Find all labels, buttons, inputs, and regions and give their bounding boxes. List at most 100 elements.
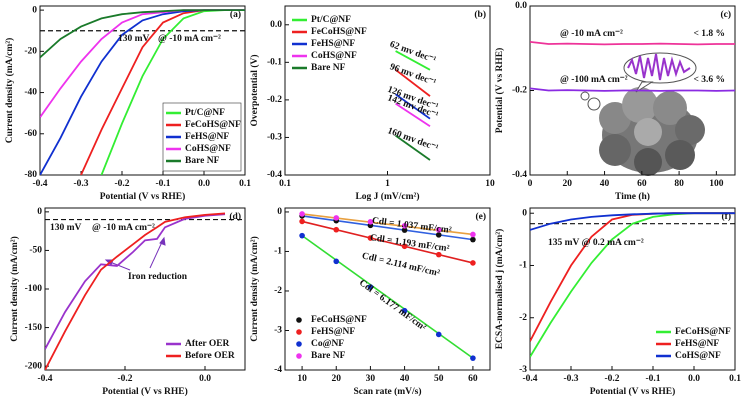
- legend-label: FeHS@NF: [311, 39, 355, 49]
- data-point: [470, 355, 476, 361]
- data-point: [401, 307, 408, 314]
- x-tick-label: 100: [709, 179, 724, 189]
- x-tick-label: 20: [332, 374, 342, 384]
- series-line: [530, 87, 735, 92]
- x-axis-label: Potential (V vs RHE): [100, 191, 186, 202]
- legend-label: Before OER: [185, 351, 235, 361]
- annotation: @ -100 mA cm⁻²: [560, 75, 628, 85]
- y-axis-label: ECSA-normalised j (mA/cm²): [494, 229, 505, 350]
- legend-label: Pt/C@NF: [185, 108, 225, 118]
- plot-frame: [529, 207, 736, 371]
- y-tick-label: -0.2: [267, 95, 282, 105]
- x-tick-label: 40: [400, 374, 410, 384]
- legend-label: FeCoHS@NF: [675, 327, 731, 337]
- annotation: 62 mv dec⁻¹: [388, 40, 437, 66]
- x-tick-label: -0.4: [522, 374, 537, 384]
- y-tick-label: -1: [274, 247, 282, 257]
- y-axis-label: Current density (mA/cm²): [4, 38, 15, 144]
- panel: 0.1 1 10 0.0 -0.1 -0.2 -0.3 -0.4 Log J (mV/cm²) O…: [249, 5, 495, 202]
- y-tick-label: 0: [37, 207, 42, 217]
- x-tick-label: -0.2: [117, 374, 132, 384]
- data-point: [299, 211, 305, 217]
- legend-box: [162, 102, 242, 172]
- y-tick-label: -2: [519, 313, 527, 323]
- panel: 0 20 40 60 80 100 0.0 -0.2 -0.4 Time (h) Potential…: [494, 1, 736, 202]
- data-point: [470, 231, 476, 238]
- panel-label: (f): [722, 211, 732, 222]
- x-tick-label: 10: [485, 179, 495, 189]
- x-tick-label: -0.4: [32, 179, 47, 189]
- x-tick-label: 0.1: [729, 374, 741, 384]
- panel-label: (b): [474, 9, 486, 20]
- annotation: Iron reduction: [128, 272, 188, 282]
- legend-label: FeHS@NF: [185, 132, 229, 142]
- series-line: [395, 102, 431, 127]
- panel-label: (a): [230, 9, 241, 20]
- x-tick-label: -0.1: [155, 179, 170, 189]
- panel-label: (d): [229, 211, 241, 222]
- x-tick-label: -0.2: [114, 179, 129, 189]
- legend-label: Bare NF: [185, 156, 220, 166]
- y-tick-label: -150: [25, 323, 43, 333]
- panel-label: (e): [475, 211, 486, 222]
- legend-label: After OER: [185, 339, 230, 349]
- x-axis-label: Potential (V vs RHE): [590, 386, 676, 397]
- data-point: [401, 227, 408, 233]
- y-tick-label: -100: [25, 284, 43, 294]
- y-tick-label: -200: [25, 361, 43, 371]
- series-line: [530, 212, 735, 231]
- y-tick-label: -0.2: [512, 86, 527, 96]
- x-tick-label: 0.1: [279, 179, 291, 189]
- x-tick-label: 30: [366, 374, 376, 384]
- series-line: [395, 93, 431, 120]
- annotation: @ -10 mA cm⁻²: [158, 34, 221, 44]
- data-point: [435, 232, 442, 238]
- y-tick-label: -50: [29, 246, 42, 256]
- y-tick-label: -0.1: [267, 58, 282, 68]
- y-tick-label: -3: [274, 326, 282, 336]
- y-axis-label: Potential (V vs RHE): [494, 48, 505, 134]
- x-tick-label: 50: [434, 374, 444, 384]
- annotation: 135 mV @ 0.2 mA cm⁻²: [548, 238, 644, 248]
- x-tick-label: 0: [528, 179, 533, 189]
- series-line: [530, 41, 735, 46]
- annotation: < 3.6 %: [693, 75, 725, 85]
- legend-marker: [296, 353, 302, 359]
- x-axis-label: Time (h): [615, 191, 650, 202]
- legend-label: Bare NF: [311, 351, 346, 361]
- data-point: [333, 226, 340, 233]
- x-axis-label: Potential (V vs RHE): [102, 386, 188, 397]
- annotation: Cdl = 2.114 mF/cm²: [361, 251, 441, 279]
- legend-label: FeHS@NF: [311, 327, 355, 337]
- legend-label: FeHS@NF: [675, 339, 719, 349]
- data-point: [367, 284, 374, 290]
- y-tick-label: -0.3: [267, 133, 282, 143]
- legend-label: CoHS@NF: [311, 51, 357, 61]
- y-tick-label: -20: [24, 47, 37, 57]
- sem-inset: [580, 87, 705, 176]
- legend-label: FeCoHS@NF: [185, 120, 241, 130]
- panel: -0.4 -0.3 -0.2 -0.1 0.0 0.1 -80 -60 -40 -20 0 Poten…: [4, 5, 251, 202]
- annotation: 130 mV: [50, 223, 82, 233]
- x-tick-label: -0.4: [37, 374, 52, 384]
- plot-frame: [39, 5, 246, 176]
- fit-line: [301, 220, 474, 264]
- x-tick-label: 1: [385, 179, 390, 189]
- series-line: [40, 9, 245, 118]
- plot-frame: [284, 207, 491, 371]
- annotation: 160 mv dec⁻¹: [386, 126, 440, 154]
- x-tick-label: 60: [468, 374, 478, 384]
- data-point: [470, 260, 476, 266]
- legend-label: CoHS@NF: [185, 144, 231, 154]
- y-axis-label: Overpotential (V): [249, 54, 260, 126]
- data-point: [367, 235, 374, 241]
- y-tick-label: -0.4: [512, 170, 527, 180]
- y-tick-label: 0: [32, 5, 37, 15]
- y-tick-label: -2: [274, 286, 282, 296]
- x-tick-label: 80: [674, 179, 684, 189]
- fit-line: [301, 213, 474, 236]
- x-tick-label: -0.3: [73, 179, 88, 189]
- series-line: [395, 69, 431, 97]
- data-point: [367, 219, 374, 225]
- series-line: [45, 213, 226, 350]
